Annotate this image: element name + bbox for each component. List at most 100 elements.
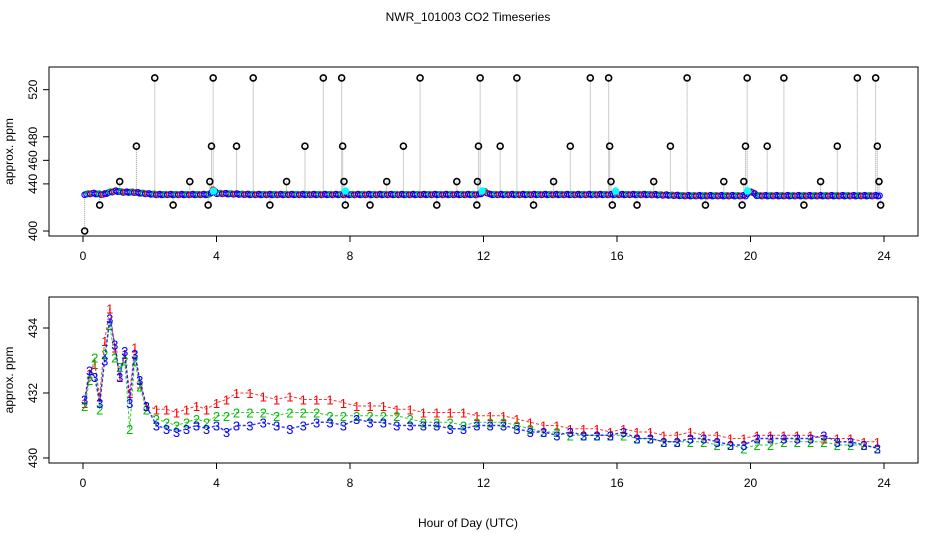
series-1-point: 1 bbox=[767, 428, 774, 443]
series-2-point: 2 bbox=[153, 412, 160, 427]
series-3-point: 3 bbox=[81, 393, 88, 408]
series-2-point: 2 bbox=[101, 347, 108, 362]
series-2-line bbox=[84, 324, 878, 449]
x-tick-label: 20 bbox=[744, 476, 758, 490]
spike-point bbox=[169, 201, 177, 209]
series-3-point: 3 bbox=[860, 438, 867, 453]
spike-point bbox=[340, 177, 348, 186]
series-3-point: 3 bbox=[203, 422, 210, 437]
series-2-point: 2 bbox=[807, 435, 814, 450]
spike-point bbox=[249, 74, 258, 82]
series-3-point: 3 bbox=[340, 419, 347, 434]
series-2-point: 2 bbox=[81, 399, 88, 414]
x-tick-label: 12 bbox=[477, 476, 491, 490]
series-2-point: 2 bbox=[633, 432, 640, 447]
spike-point bbox=[549, 177, 558, 186]
series-2-point: 2 bbox=[567, 428, 574, 443]
series-2-point: 2 bbox=[121, 354, 128, 369]
series-1-point: 1 bbox=[340, 396, 347, 411]
series-3-point: 3 bbox=[313, 415, 320, 430]
series-1-point: 1 bbox=[136, 376, 143, 391]
series-3-point: 3 bbox=[513, 422, 520, 437]
series-1-point: 1 bbox=[286, 389, 293, 404]
series-3-point: 3 bbox=[527, 425, 534, 440]
series-1-point: 1 bbox=[193, 399, 200, 414]
spike-point bbox=[341, 201, 350, 209]
series-3-point: 3 bbox=[540, 425, 547, 440]
spike-point bbox=[232, 142, 241, 150]
y-tick-label: 460 bbox=[26, 150, 40, 170]
series-1-point: 1 bbox=[111, 341, 118, 356]
series-1-point: 1 bbox=[620, 422, 627, 437]
series-3-point: 3 bbox=[847, 435, 854, 450]
x-tick-label: 12 bbox=[477, 249, 491, 263]
series-3-point: 3 bbox=[593, 428, 600, 443]
series-3-point: 3 bbox=[326, 415, 333, 430]
series-1-point: 1 bbox=[780, 428, 787, 443]
x-tick-label: 16 bbox=[610, 476, 624, 490]
series-1-point: 1 bbox=[313, 393, 320, 408]
spike-point bbox=[604, 74, 613, 82]
series-2-point: 2 bbox=[473, 415, 480, 430]
spike-point bbox=[833, 142, 842, 150]
spike-point bbox=[115, 177, 124, 186]
series-2-point: 2 bbox=[223, 409, 230, 424]
series-1-point: 1 bbox=[847, 432, 854, 447]
series-1-point: 1 bbox=[121, 347, 128, 362]
series-1-point: 1 bbox=[794, 428, 801, 443]
series-1-point: 1 bbox=[487, 409, 494, 424]
series-3-point: 3 bbox=[673, 435, 680, 450]
spike-point bbox=[282, 177, 291, 186]
spike-point bbox=[476, 74, 484, 82]
series-2-point: 2 bbox=[340, 409, 347, 424]
series-2-point: 2 bbox=[91, 350, 98, 365]
series-2-point: 2 bbox=[111, 350, 118, 365]
spike-point bbox=[513, 74, 521, 82]
gap-marker bbox=[743, 187, 752, 195]
series-3-point: 3 bbox=[163, 422, 170, 437]
baseline-point bbox=[876, 192, 883, 200]
series-1-point: 1 bbox=[527, 415, 534, 430]
spike-point bbox=[763, 142, 771, 150]
series-3-point: 3 bbox=[183, 422, 190, 437]
series-1-point: 1 bbox=[673, 428, 680, 443]
series-3-point: 3 bbox=[834, 435, 841, 450]
series-3-point: 3 bbox=[116, 370, 123, 385]
spike-point bbox=[873, 142, 882, 150]
spike-point bbox=[496, 142, 504, 150]
series-2-point: 2 bbox=[847, 438, 854, 453]
series-3-point: 3 bbox=[286, 422, 293, 437]
series-1-point: 1 bbox=[126, 386, 133, 401]
spike-point bbox=[683, 74, 691, 82]
series-3-point: 3 bbox=[353, 412, 360, 427]
series-1-point: 1 bbox=[213, 396, 220, 411]
series-3-point: 3 bbox=[406, 419, 413, 434]
series-1-point: 1 bbox=[366, 399, 373, 414]
series-2-point: 2 bbox=[700, 435, 707, 450]
series-2-point: 2 bbox=[767, 438, 774, 453]
series-1-point: 1 bbox=[183, 402, 190, 417]
series-2-point: 2 bbox=[326, 409, 333, 424]
spike-point bbox=[95, 201, 104, 209]
series-2-point: 2 bbox=[366, 409, 373, 424]
series-1-point: 1 bbox=[553, 419, 560, 434]
series-3-point: 3 bbox=[143, 399, 150, 414]
series-3-point: 3 bbox=[660, 435, 667, 450]
series-3-point: 3 bbox=[366, 415, 373, 430]
series-2-point: 2 bbox=[687, 435, 694, 450]
spike-point bbox=[204, 201, 212, 209]
series-2-point: 2 bbox=[780, 435, 787, 450]
series-2-point: 2 bbox=[620, 428, 627, 443]
series-1-point: 1 bbox=[380, 399, 387, 414]
series-2-point: 2 bbox=[106, 318, 113, 333]
series-3-point: 3 bbox=[767, 432, 774, 447]
series-1-point: 1 bbox=[163, 402, 170, 417]
series-3-point: 3 bbox=[754, 432, 761, 447]
spike-point bbox=[432, 201, 441, 209]
x-tick-label: 8 bbox=[347, 249, 354, 263]
series-2-point: 2 bbox=[740, 441, 747, 456]
series-1-point: 1 bbox=[860, 435, 867, 450]
series-2-point: 2 bbox=[513, 419, 520, 434]
spike-point bbox=[875, 177, 883, 186]
series-1-point: 1 bbox=[714, 428, 721, 443]
